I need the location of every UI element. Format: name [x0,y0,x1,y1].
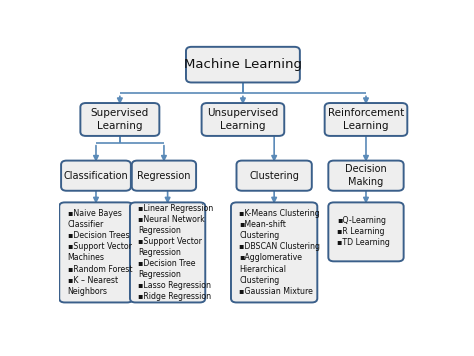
Text: Decision
Making: Decision Making [345,164,387,187]
Text: Machine Learning: Machine Learning [184,58,302,71]
Text: Clustering: Clustering [249,171,299,180]
FancyBboxPatch shape [231,203,317,303]
Text: Supervised
Learning: Supervised Learning [91,108,149,131]
FancyBboxPatch shape [328,161,404,191]
FancyBboxPatch shape [130,203,205,303]
FancyBboxPatch shape [61,161,131,191]
FancyBboxPatch shape [132,161,196,191]
Text: ▪Q-Learning
▪R Learning
▪TD Learning: ▪Q-Learning ▪R Learning ▪TD Learning [337,216,390,247]
FancyBboxPatch shape [186,47,300,83]
Text: Unsupervised
Learning: Unsupervised Learning [207,108,279,131]
Text: ▪K-Means Clustering
▪Mean-shift
Clustering
▪DBSCAN Clustering
▪Agglomerative
Hie: ▪K-Means Clustering ▪Mean-shift Clusteri… [239,209,320,296]
FancyBboxPatch shape [81,103,159,136]
FancyBboxPatch shape [328,203,404,261]
FancyBboxPatch shape [325,103,407,136]
Text: ▪Linear Regression
▪Neural Network
Regression
▪Support Vector
Regression
▪Decisi: ▪Linear Regression ▪Neural Network Regre… [138,204,214,301]
FancyBboxPatch shape [59,203,133,303]
Text: Reinforcement
Learning: Reinforcement Learning [328,108,404,131]
FancyBboxPatch shape [237,161,312,191]
Text: Classification: Classification [64,171,128,180]
FancyBboxPatch shape [201,103,284,136]
Text: Regression: Regression [137,171,191,180]
Text: ▪Naive Bayes
Classifier
▪Decision Trees
▪Support Vector
Machines
▪Random Forest
: ▪Naive Bayes Classifier ▪Decision Trees … [68,209,132,296]
